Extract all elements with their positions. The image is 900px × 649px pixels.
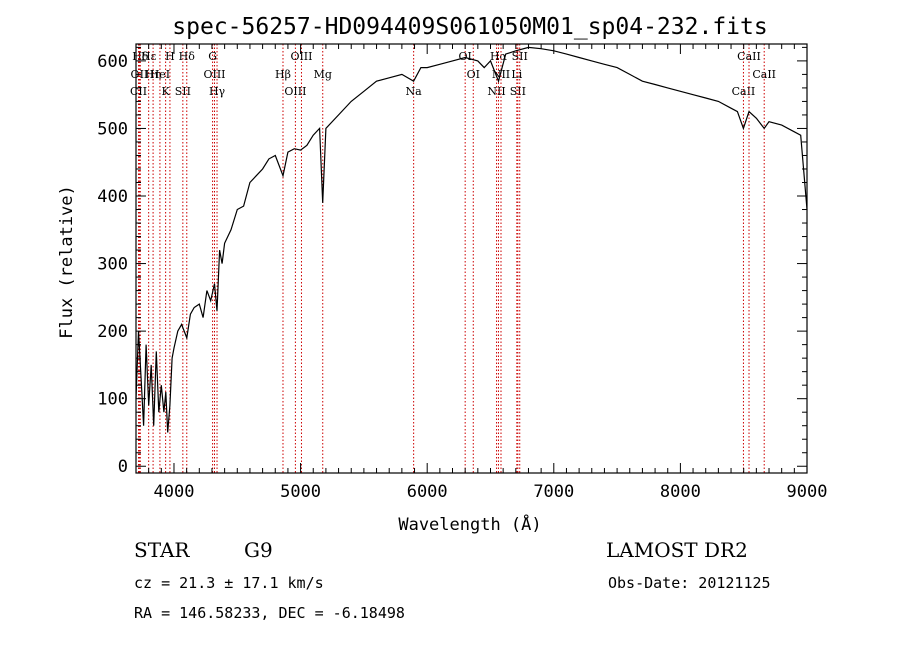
object-subclass: G9 (244, 538, 273, 562)
x-tick-label: 7000 (533, 482, 574, 502)
y-tick-label: 300 (97, 255, 128, 275)
annotation-label: NII (492, 68, 510, 81)
annotation-label: Hγ (209, 85, 226, 98)
annotation-label: CaII (752, 68, 776, 81)
series-layer (135, 46, 808, 433)
chart-title: spec-56257-HD094409S061050M01_sp04-232.f… (172, 14, 767, 40)
plot-frame (135, 43, 808, 474)
annotation-label: Li (511, 68, 522, 81)
y-tick-label: 600 (97, 52, 128, 72)
annotation-label: G (208, 50, 217, 63)
x-tick-label: 4000 (154, 482, 195, 502)
spectrum-line (135, 46, 808, 433)
annotation-label: SII (512, 50, 528, 63)
annotation-label: K (162, 85, 171, 98)
annotation-label: SII (510, 85, 526, 98)
x-tick-label: 9000 (787, 482, 828, 502)
annotation-label: CaII (732, 85, 756, 98)
x-tick-label: 6000 (407, 482, 448, 502)
annotation-label: OI (467, 68, 480, 81)
annotation-label: Hε (141, 50, 157, 63)
annotation-label: SII (175, 85, 191, 98)
coordinates-text: RA = 146.58233, DEC = -6.18498 (134, 604, 405, 622)
obs-date-text: Obs-Date: 20121125 (608, 574, 771, 592)
annotation-label: Hβ (275, 68, 291, 81)
annotation-label: CII (130, 85, 147, 98)
annotation-label: OIII (284, 85, 306, 98)
annotation-label: Mg (314, 68, 332, 81)
y-tick-label: 500 (97, 119, 128, 139)
x-tick-label: 8000 (660, 482, 701, 502)
annotation-label: NII (487, 85, 505, 98)
x-tick-label: 5000 (280, 482, 321, 502)
y-tick-label: 400 (97, 187, 128, 207)
y-tick-label: 0 (118, 457, 128, 477)
survey-label: LAMOST DR2 (606, 538, 748, 562)
annotation-label: H (165, 50, 175, 63)
annotation-label: CaII (737, 50, 761, 63)
annotation-label: HeI (150, 68, 170, 81)
y-tick-label: 100 (97, 390, 128, 410)
annotation-label: OIII (290, 50, 312, 63)
annotation-label: Hδ (179, 50, 196, 63)
annotation-label: Hη (145, 68, 161, 81)
y-axis-label: Flux (relative) (57, 185, 77, 339)
annotation-label: OI (458, 50, 471, 63)
annotation-label: Na (406, 85, 423, 98)
y-tick-label: 200 (97, 322, 128, 342)
annotation-label: OIII (203, 68, 225, 81)
x-axis-label: Wavelength (Å) (398, 513, 541, 535)
redshift-text: cz = 21.3 ± 17.1 km/s (134, 574, 324, 592)
line-annotations: HδOIICIIHεHηKHHeISIIHδOIIIHγGHβOIIIOIIIM… (130, 44, 776, 473)
axes: 4000 5000 6000 7000 8000 9000 0 100 200 300 400 500… (97, 43, 828, 502)
annotation-label: Hα (490, 50, 508, 63)
object-class: STAR (134, 538, 190, 562)
